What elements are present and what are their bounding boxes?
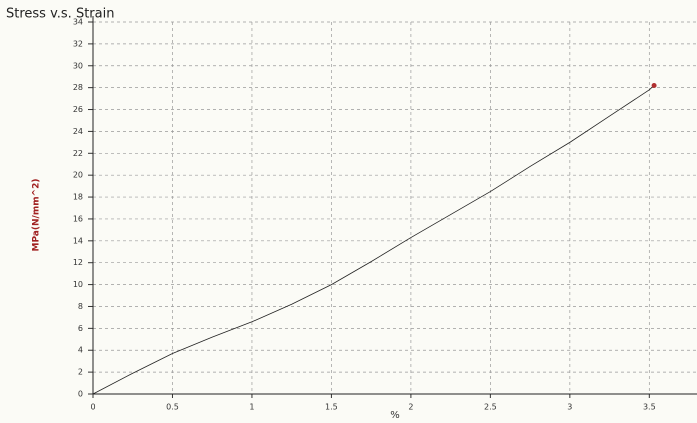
y-tick-label: 14 bbox=[73, 236, 83, 245]
y-tick-label: 8 bbox=[78, 302, 83, 311]
background bbox=[0, 0, 697, 423]
x-tick-label: 3 bbox=[567, 403, 572, 412]
x-tick-label: 3.5 bbox=[643, 403, 656, 412]
chart: Stress v.s. Strain % MPa(N/mm^2) 0246810… bbox=[0, 0, 697, 423]
x-tick-label: 1.5 bbox=[325, 403, 338, 412]
y-tick-label: 26 bbox=[73, 105, 83, 114]
x-tick-label: 0 bbox=[90, 403, 95, 412]
chart-title: Stress v.s. Strain bbox=[6, 7, 114, 22]
y-tick-label: 34 bbox=[73, 18, 83, 27]
x-tick-label: 0.5 bbox=[166, 403, 179, 412]
y-tick-label: 4 bbox=[78, 346, 83, 355]
y-tick-label: 12 bbox=[73, 258, 83, 267]
y-tick-label: 2 bbox=[78, 368, 83, 377]
y-tick-label: 24 bbox=[73, 127, 83, 136]
y-tick-label: 18 bbox=[73, 193, 83, 202]
y-tick-label: 16 bbox=[73, 214, 83, 223]
y-tick-label: 20 bbox=[73, 171, 83, 180]
x-tick-label: 1 bbox=[249, 403, 254, 412]
x-tick-label: 2 bbox=[408, 403, 413, 412]
y-axis-label: MPa(N/mm^2) bbox=[32, 179, 42, 252]
y-tick-label: 0 bbox=[78, 390, 83, 399]
y-tick-label: 22 bbox=[73, 149, 83, 158]
x-tick-label: 2.5 bbox=[484, 403, 497, 412]
y-tick-label: 28 bbox=[73, 83, 83, 92]
y-tick-label: 6 bbox=[78, 324, 83, 333]
x-axis-label: % bbox=[390, 410, 400, 421]
y-tick-label: 10 bbox=[73, 280, 83, 289]
end-marker bbox=[652, 83, 657, 88]
y-tick-label: 32 bbox=[73, 39, 83, 48]
y-tick-label: 30 bbox=[73, 61, 83, 70]
